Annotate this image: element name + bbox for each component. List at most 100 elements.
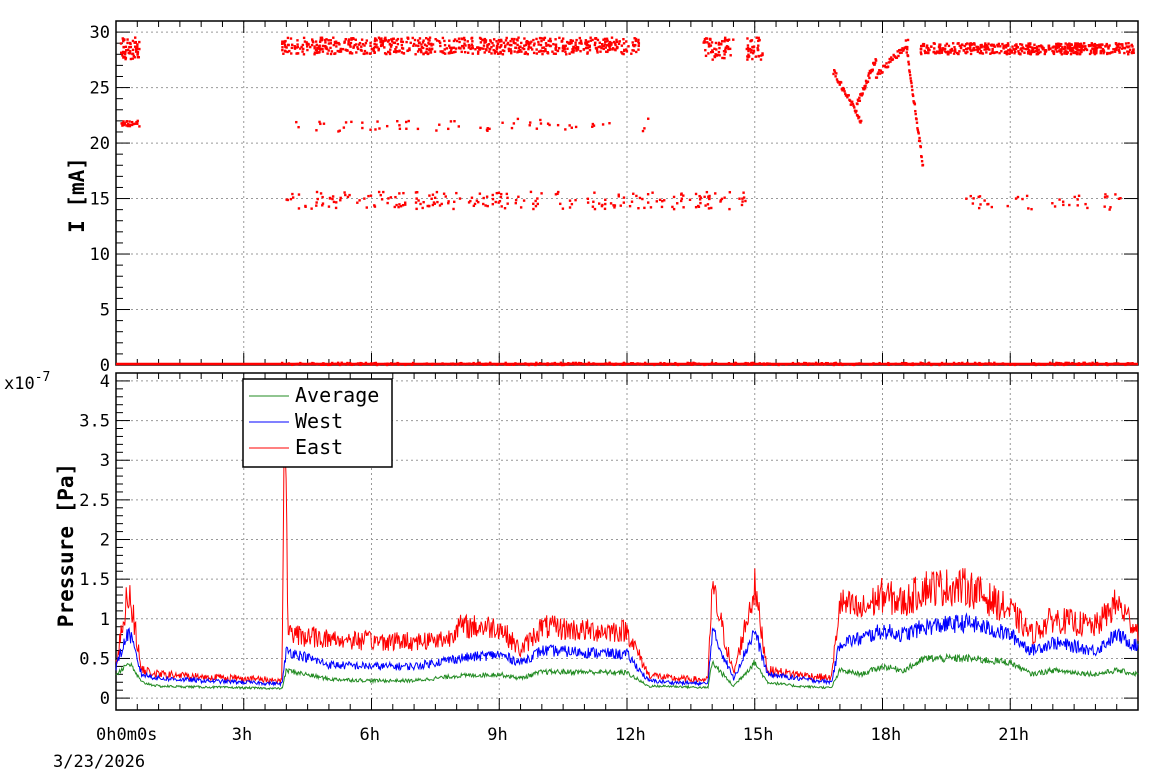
current-point [635,194,638,198]
current-point [1035,47,1039,51]
current-point [632,192,635,195]
current-point [943,47,947,51]
current-point [607,49,610,52]
current-point [649,206,653,209]
current-point [868,76,871,80]
current-point [551,50,554,53]
current-point [122,37,125,41]
current-point [457,37,461,40]
current-point [726,45,730,49]
current-point [363,197,366,200]
current-point [705,190,709,194]
current-point [1053,205,1057,208]
current-point [1104,193,1107,196]
current-point [425,47,429,51]
current-point [761,53,764,57]
current-point [130,123,134,127]
current-point [122,123,125,127]
current-point [493,52,497,55]
current-point [400,37,403,41]
current-point [1070,43,1073,46]
current-point [539,122,543,125]
current-point [415,197,418,200]
current-point [1092,44,1095,48]
current-point [495,47,499,50]
current-point [473,202,477,206]
current-point [475,46,479,49]
current-point [415,207,418,211]
current-point [1017,52,1021,55]
current-point [579,49,582,53]
current-point [1021,46,1025,49]
current-point [945,42,949,46]
current-point [610,36,614,39]
current-point [348,44,352,47]
current-point [474,48,477,51]
current-point [641,197,644,201]
current-point [971,49,974,52]
current-point [428,204,431,208]
current-point [680,192,683,195]
current-point [1033,46,1036,50]
current-point [373,204,376,207]
current-point [356,201,359,204]
current-point [519,206,523,209]
current-point [1031,46,1034,49]
current-point [578,41,581,45]
current-point [991,47,994,51]
current-point [1120,47,1124,50]
current-point [1027,207,1030,210]
current-point [1006,42,1010,45]
current-point [702,41,705,44]
current-point [732,38,735,41]
current-point [472,204,476,208]
current-point [625,50,629,53]
current-point [394,195,397,199]
current-point [558,36,561,40]
current-point [499,38,503,42]
current-point [1121,43,1124,46]
current-y-tick-label: 5 [100,301,110,321]
current-point [408,47,411,50]
current-point [549,37,552,41]
current-point [369,194,373,197]
current-point [301,43,305,47]
current-point [560,39,564,43]
current-point [600,43,604,46]
current-point [438,204,442,207]
current-point [1108,52,1111,55]
current-point [126,38,129,41]
current-point [492,38,496,41]
current-point [526,52,529,56]
current-point [888,57,891,61]
current-point [448,46,452,49]
current-point [407,48,411,51]
current-point [708,44,711,48]
current-point [962,49,965,52]
current-point [135,48,139,51]
current-point [938,51,941,55]
current-point [500,192,503,196]
current-point [593,41,597,45]
current-point [479,37,483,40]
current-point [406,49,409,53]
current-point [845,94,848,97]
current-point [938,49,941,52]
current-point [135,120,138,124]
current-point [421,41,425,44]
current-point [754,55,758,58]
current-point [377,47,381,51]
current-point [930,45,933,48]
current-point [905,48,909,51]
current-point [382,190,385,194]
current-point [909,77,912,80]
current-point [724,36,727,40]
current-point [353,43,357,47]
current-point [563,47,566,51]
current-point [622,196,626,199]
current-point [946,52,950,56]
current-point [481,38,484,42]
current-point [460,50,463,54]
current-point [990,205,994,209]
current-point [119,51,123,54]
